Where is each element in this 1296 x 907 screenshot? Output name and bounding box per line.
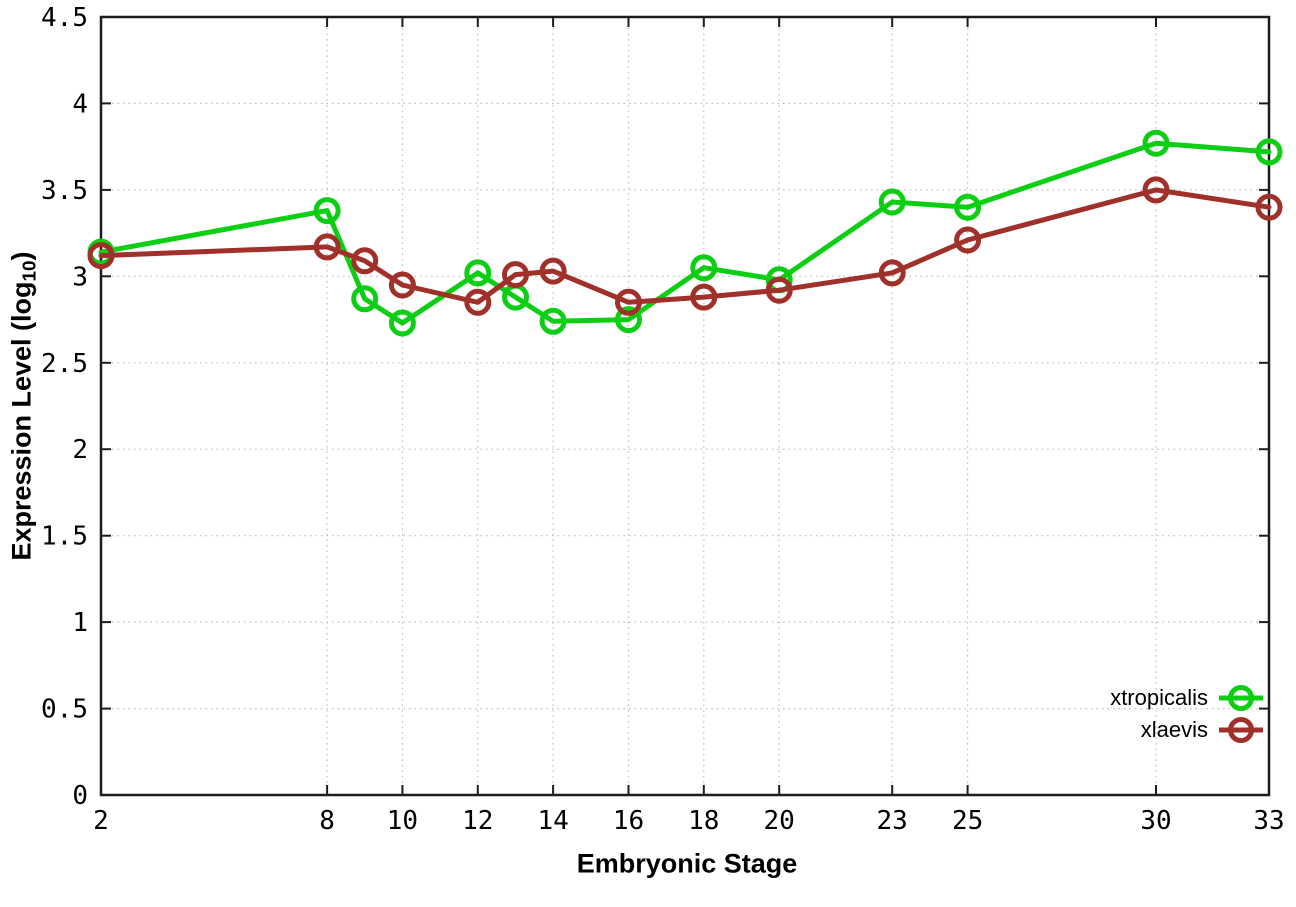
x-tick-label: 33 xyxy=(1253,806,1284,836)
x-tick-label: 30 xyxy=(1140,806,1171,836)
data-point-xlaevis xyxy=(1255,193,1283,221)
x-tick-label: 12 xyxy=(462,806,493,836)
data-point-xtropicalis xyxy=(464,259,492,287)
y-tick-label: 2 xyxy=(72,435,88,465)
data-point-xlaevis xyxy=(502,261,529,289)
legend-item-xlaevis: xlaevis xyxy=(1141,716,1264,744)
data-point-xtropicalis xyxy=(351,285,379,313)
data-point-xlaevis xyxy=(1142,176,1170,204)
data-point-xtropicalis xyxy=(690,254,718,282)
x-tick-label: 14 xyxy=(537,806,568,836)
x-tick-label: 10 xyxy=(387,806,418,836)
x-tick-labels: 2 8 10 12 14 16 18 20 23 25 30 33 xyxy=(93,806,1284,836)
y-tick-label: 1.5 xyxy=(41,522,88,552)
line-point-sample-icon xyxy=(1219,717,1263,743)
x-tick-label: 2 xyxy=(93,806,109,836)
data-point-xlaevis xyxy=(464,288,492,316)
data-point-xtropicalis xyxy=(615,306,642,334)
y-axis-title-subscript: 10 xyxy=(19,260,41,282)
data-point-xtropicalis xyxy=(1255,138,1283,166)
x-tick-label: 23 xyxy=(877,806,908,836)
plot-border xyxy=(99,15,1271,797)
gridlines xyxy=(100,16,1270,796)
x-tick-label: 25 xyxy=(952,806,983,836)
data-point-xtropicalis xyxy=(388,309,416,337)
legend: xtropicalis xlaevis xyxy=(1110,684,1264,744)
y-tick-label: 3 xyxy=(72,262,88,292)
y-axis-title-prefix: Expression Level (log xyxy=(6,281,37,561)
y-tick-labels: 0 0.5 1 1.5 2 2.5 3 3.5 4 4.5 xyxy=(41,3,88,811)
y-tick-label: 1 xyxy=(72,608,88,638)
tick-marks xyxy=(100,16,1270,796)
y-axis-title: Expression Level (log10) xyxy=(7,251,42,560)
data-point-xlaevis xyxy=(690,283,718,311)
y-tick-label: 0.5 xyxy=(41,695,88,725)
series-xlaevis xyxy=(87,176,1283,316)
legend-item-xtropicalis: xtropicalis xyxy=(1110,684,1264,712)
x-tick-label: 20 xyxy=(764,806,795,836)
x-tick-label: 18 xyxy=(688,806,719,836)
y-tick-label: 4.5 xyxy=(41,3,88,33)
y-axis-title-suffix: ) xyxy=(6,251,37,261)
data-point-xlaevis xyxy=(313,233,341,261)
data-point-xlaevis xyxy=(765,276,793,304)
y-tick-label: 3.5 xyxy=(41,176,88,206)
y-tick-label: 0 xyxy=(72,781,88,811)
data-point-xlaevis xyxy=(351,247,379,275)
data-point-xlaevis xyxy=(615,288,642,316)
data-point-xtropicalis xyxy=(954,193,982,221)
series-line-xlaevis xyxy=(98,187,1272,305)
y-tick-label: 2.5 xyxy=(41,349,88,379)
data-point-xtropicalis xyxy=(539,307,567,335)
data-point-xlaevis xyxy=(954,226,982,254)
y-tick-label: 4 xyxy=(72,89,88,119)
data-point-xlaevis xyxy=(539,257,567,285)
data-point-xtropicalis xyxy=(1142,129,1170,157)
x-tick-label: 8 xyxy=(319,806,335,836)
x-axis-title: Embryonic Stage xyxy=(576,848,798,879)
legend-label-xlaevis: xlaevis xyxy=(1140,717,1208,742)
data-point-xlaevis xyxy=(87,242,115,270)
series-xtropicalis xyxy=(87,129,1283,337)
data-point-xtropicalis xyxy=(313,197,341,225)
legend-label-xtropicalis: xtropicalis xyxy=(1110,685,1208,710)
x-tick-label: 16 xyxy=(613,806,644,836)
data-point-xlaevis xyxy=(878,259,906,287)
data-point-xlaevis xyxy=(388,271,416,299)
line-point-sample-icon xyxy=(1219,685,1263,711)
data-point-xtropicalis xyxy=(878,188,906,216)
